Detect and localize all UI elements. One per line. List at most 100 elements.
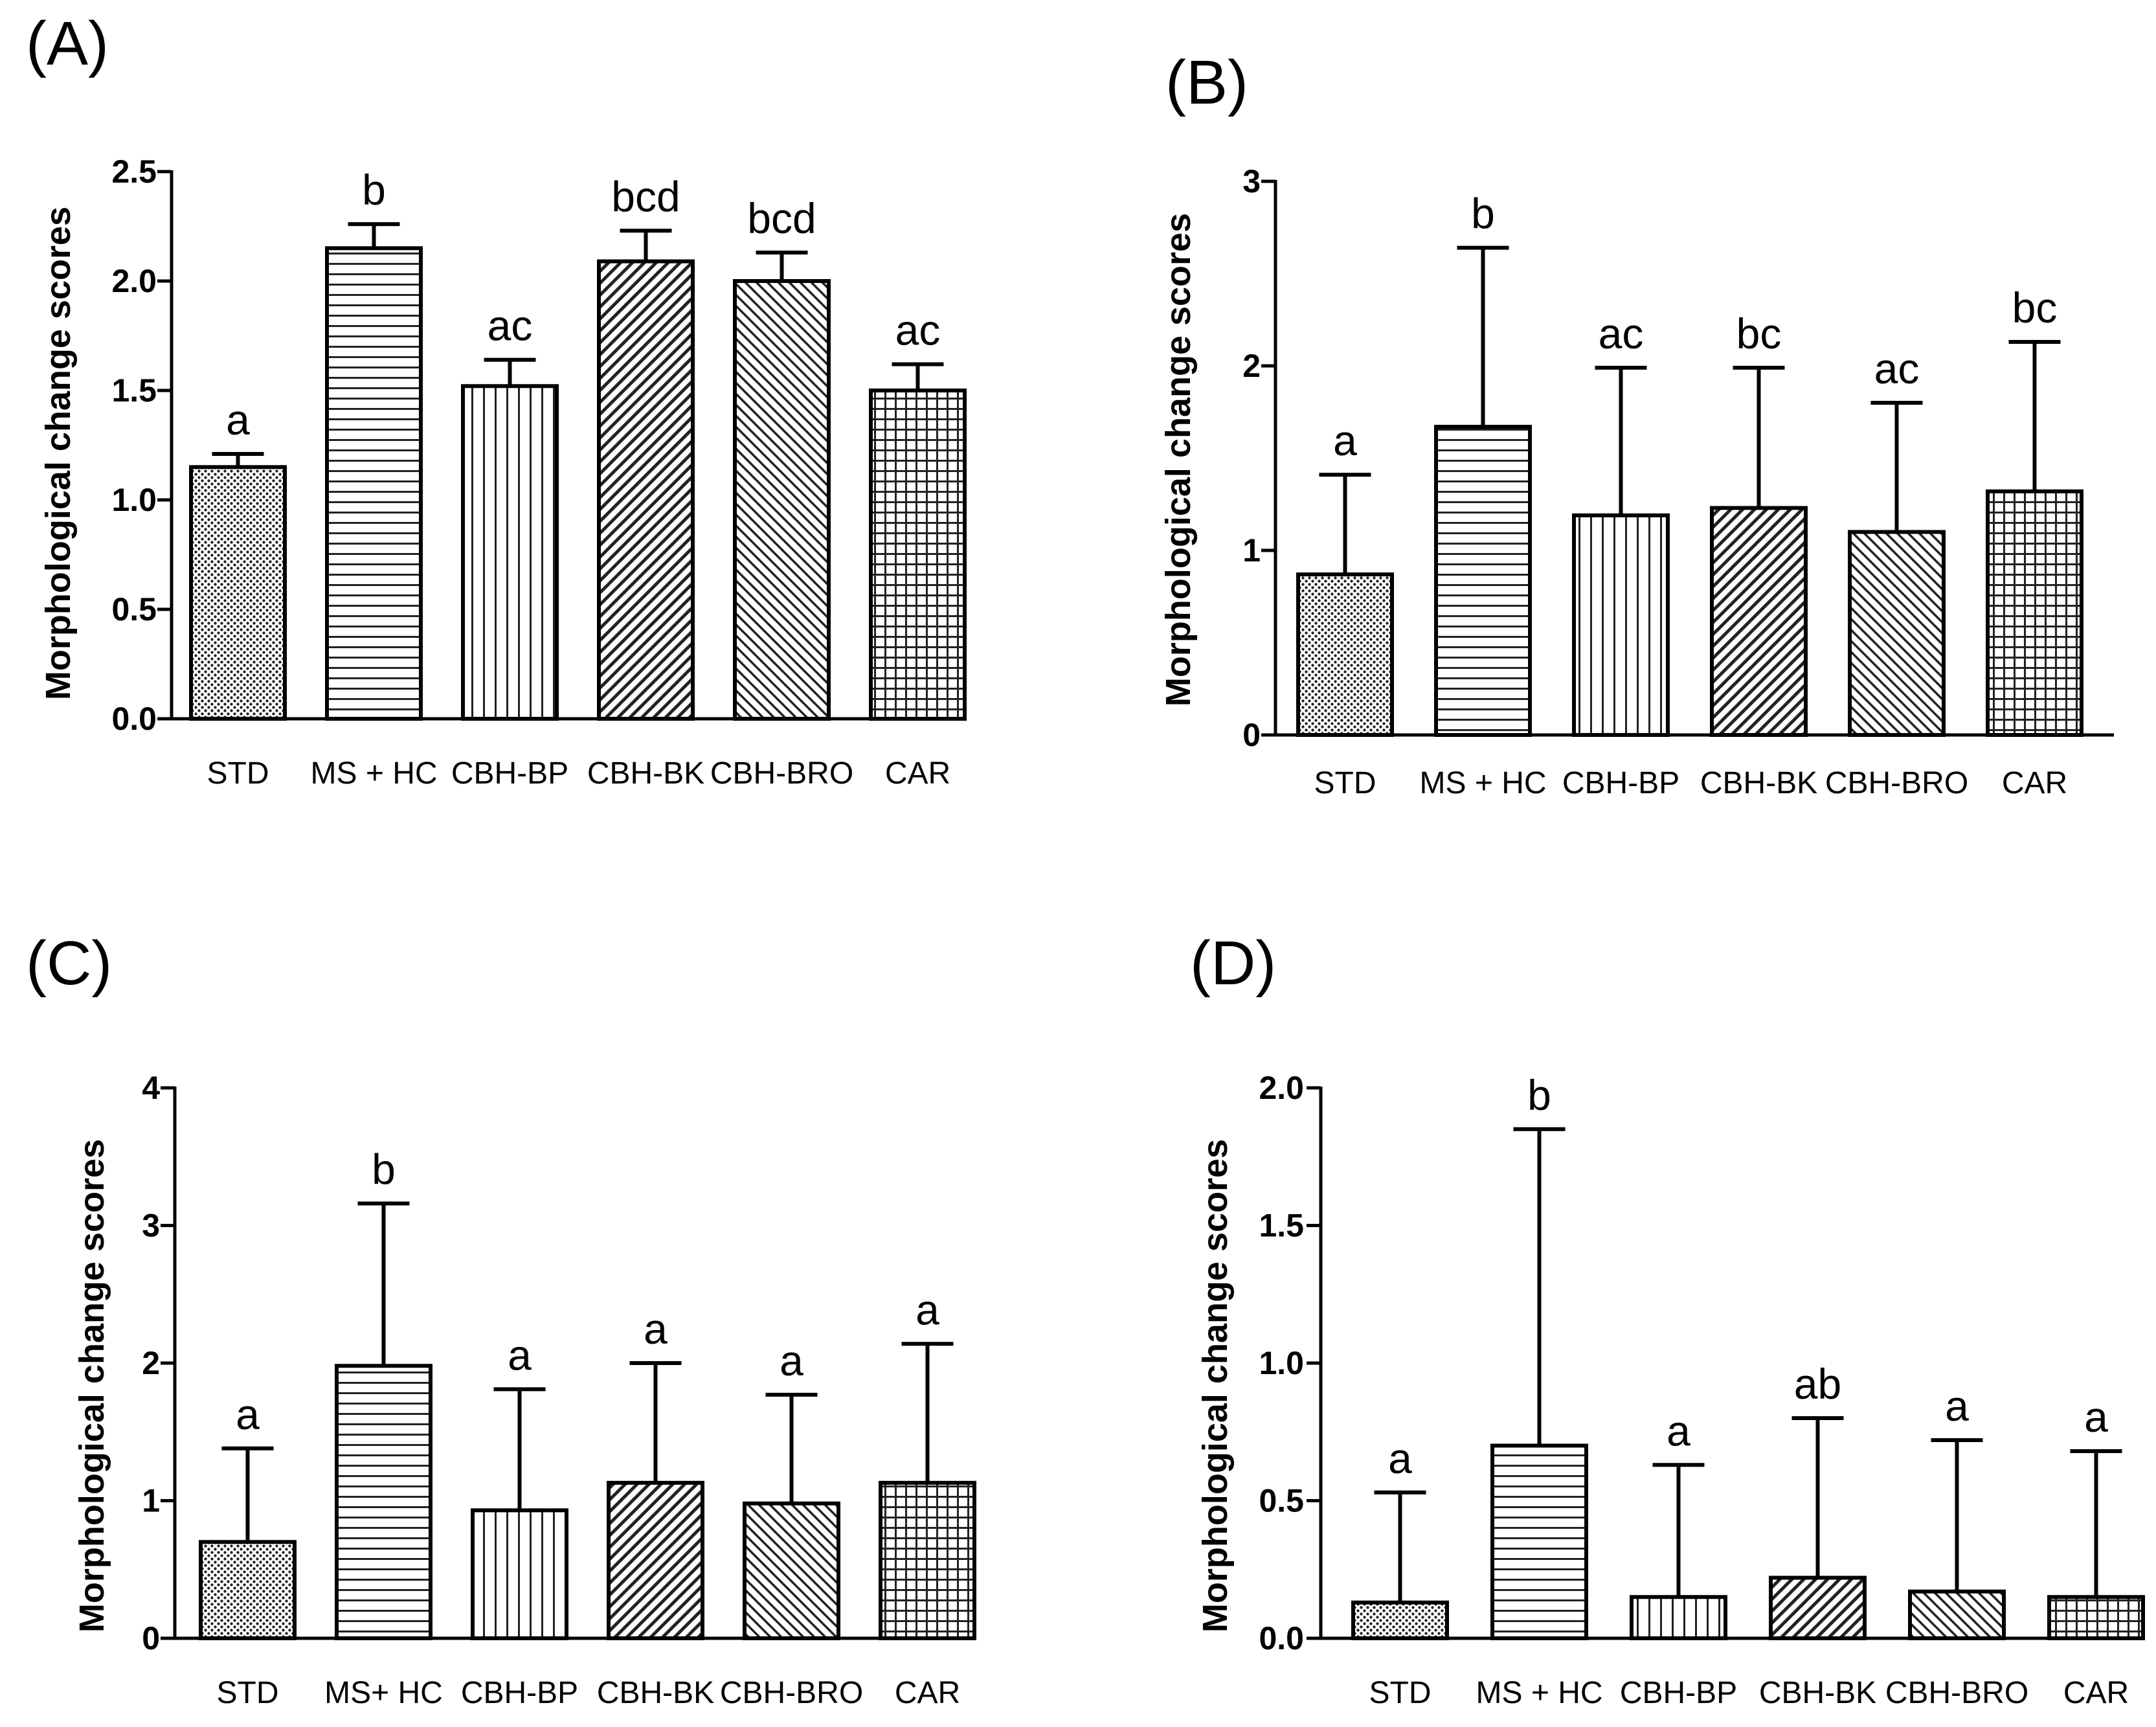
bar: [1710, 506, 1808, 737]
significance-letter: a: [780, 1337, 803, 1384]
significance-letter: bcd: [611, 172, 680, 220]
bar: [1572, 513, 1670, 737]
x-tick-label: STD: [1369, 1676, 1432, 1710]
y-tick-label: 0.5: [111, 591, 157, 627]
bar: [1769, 1575, 1867, 1640]
x-tick-label: CAR: [2063, 1676, 2129, 1710]
y-tick-label: 0.0: [111, 701, 157, 737]
significance-letter: a: [1333, 416, 1357, 464]
chart-panel-0: (A) Morphological change scores 0.0 0.5 1.0 1…: [26, 9, 967, 791]
x-tick-label: CBH-BRO: [710, 756, 853, 791]
significance-letter: a: [2084, 1393, 2108, 1441]
y-tick-label: 1.5: [111, 372, 157, 409]
x-tick-label: MS + HC: [1419, 766, 1546, 800]
x-tick-label: CBH-BRO: [720, 1676, 863, 1710]
significance-letter: a: [1388, 1434, 1412, 1482]
significance-letter: ac: [895, 306, 941, 354]
significance-letter: ab: [1794, 1360, 1841, 1408]
significance-letter: b: [1527, 1071, 1551, 1119]
y-tick-label: 0.5: [1259, 1483, 1304, 1519]
significance-letter: ac: [1874, 344, 1920, 392]
x-tick-label: STD: [207, 756, 269, 791]
x-tick-label: CBH-BP: [461, 1676, 578, 1710]
x-tick-label: STD: [217, 1676, 279, 1710]
bar: [1296, 572, 1394, 737]
x-tick-label: CBH-BK: [587, 756, 704, 791]
y-axis-label: Morphological change scores: [1196, 1139, 1235, 1632]
y-tick-label: 0: [1242, 717, 1261, 753]
y-tick-label: 1.5: [1259, 1208, 1304, 1244]
y-tick-label: 3: [1242, 163, 1261, 199]
x-tick-label: MS + HC: [310, 756, 437, 791]
x-tick-label: CBH-BP: [1562, 766, 1679, 800]
panel-label: (B): [1165, 48, 1248, 117]
significance-letter: b: [372, 1146, 396, 1193]
significance-letter: b: [362, 166, 386, 214]
bar: [1986, 489, 2083, 737]
y-tick-label: 1.0: [1259, 1345, 1304, 1381]
x-tick-label: CAR: [885, 756, 950, 791]
x-tick-label: CBH-BP: [451, 756, 568, 791]
x-tick-label: CBH-BK: [1759, 1676, 1876, 1710]
y-axis-label: Morphological change scores: [1159, 213, 1198, 706]
y-tick-label: 4: [142, 1070, 160, 1106]
x-tick-label: MS + HC: [1476, 1676, 1602, 1710]
bar: [1490, 1443, 1588, 1640]
x-tick-label: CAR: [895, 1676, 960, 1710]
bar: [1848, 530, 1946, 737]
bar: [1908, 1589, 2006, 1640]
bar: [2047, 1595, 2145, 1640]
y-tick-label: 1: [142, 1483, 160, 1519]
significance-letter: bc: [2012, 284, 2058, 332]
significance-letter: ac: [1599, 310, 1644, 357]
x-tick-label: CBH-BK: [1700, 766, 1817, 800]
significance-letter: b: [1471, 190, 1495, 238]
y-tick-label: 2.0: [111, 263, 157, 299]
y-axis-label: Morphological change scores: [73, 1139, 111, 1632]
y-tick-label: 1: [1242, 532, 1261, 569]
y-tick-label: 0.0: [1259, 1620, 1304, 1656]
panel-label: (C): [26, 929, 112, 998]
bar: [199, 1540, 297, 1640]
x-tick-label: CBH-BP: [1620, 1676, 1737, 1710]
bar: [1630, 1595, 1727, 1640]
significance-letter: bcd: [747, 194, 816, 242]
significance-letter: a: [644, 1305, 668, 1353]
y-tick-label: 2: [1242, 348, 1261, 384]
x-tick-label: STD: [1314, 766, 1376, 800]
x-tick-label: MS+ HC: [324, 1676, 443, 1710]
bar: [471, 1508, 568, 1640]
bar: [743, 1501, 840, 1640]
significance-letter: a: [1945, 1382, 1969, 1430]
x-tick-label: CBH-BRO: [1825, 766, 1968, 800]
y-tick-label: 1.0: [111, 482, 157, 518]
panel-label: (A): [26, 9, 109, 78]
bar: [1351, 1600, 1449, 1640]
y-tick-label: 3: [142, 1208, 160, 1244]
panel-label: (D): [1190, 929, 1276, 998]
y-tick-label: 2.5: [111, 153, 157, 190]
chart-panel-3: (D) Morphological change scores 0.0 0.5 1.0 1…: [1190, 929, 2145, 1710]
significance-letter: a: [915, 1285, 939, 1333]
significance-letter: a: [1667, 1406, 1690, 1454]
chart-panel-2: (C) Morphological change scores 0 1 2 3 4 a STD b…: [26, 929, 976, 1710]
significance-letter: a: [226, 396, 250, 444]
x-tick-label: CBH-BK: [597, 1676, 714, 1710]
bar: [733, 279, 831, 721]
y-tick-label: 2.0: [1259, 1070, 1304, 1106]
bar: [461, 384, 559, 721]
y-tick-label: 2: [142, 1345, 160, 1381]
y-axis-label: Morphological change scores: [39, 207, 78, 700]
bar: [607, 1480, 704, 1640]
x-tick-label: CBH-BRO: [1885, 1676, 2028, 1710]
y-tick-label: 0: [142, 1620, 160, 1656]
bar: [1434, 425, 1532, 737]
significance-letter: a: [236, 1390, 260, 1438]
bar: [335, 1364, 432, 1640]
chart-panel-1: (B) Morphological change scores 0 1 2 3 a STD b M…: [1159, 48, 2114, 800]
significance-letter: a: [508, 1331, 532, 1379]
significance-letter: ac: [488, 302, 533, 350]
bar: [325, 246, 423, 721]
bar: [879, 1480, 976, 1640]
